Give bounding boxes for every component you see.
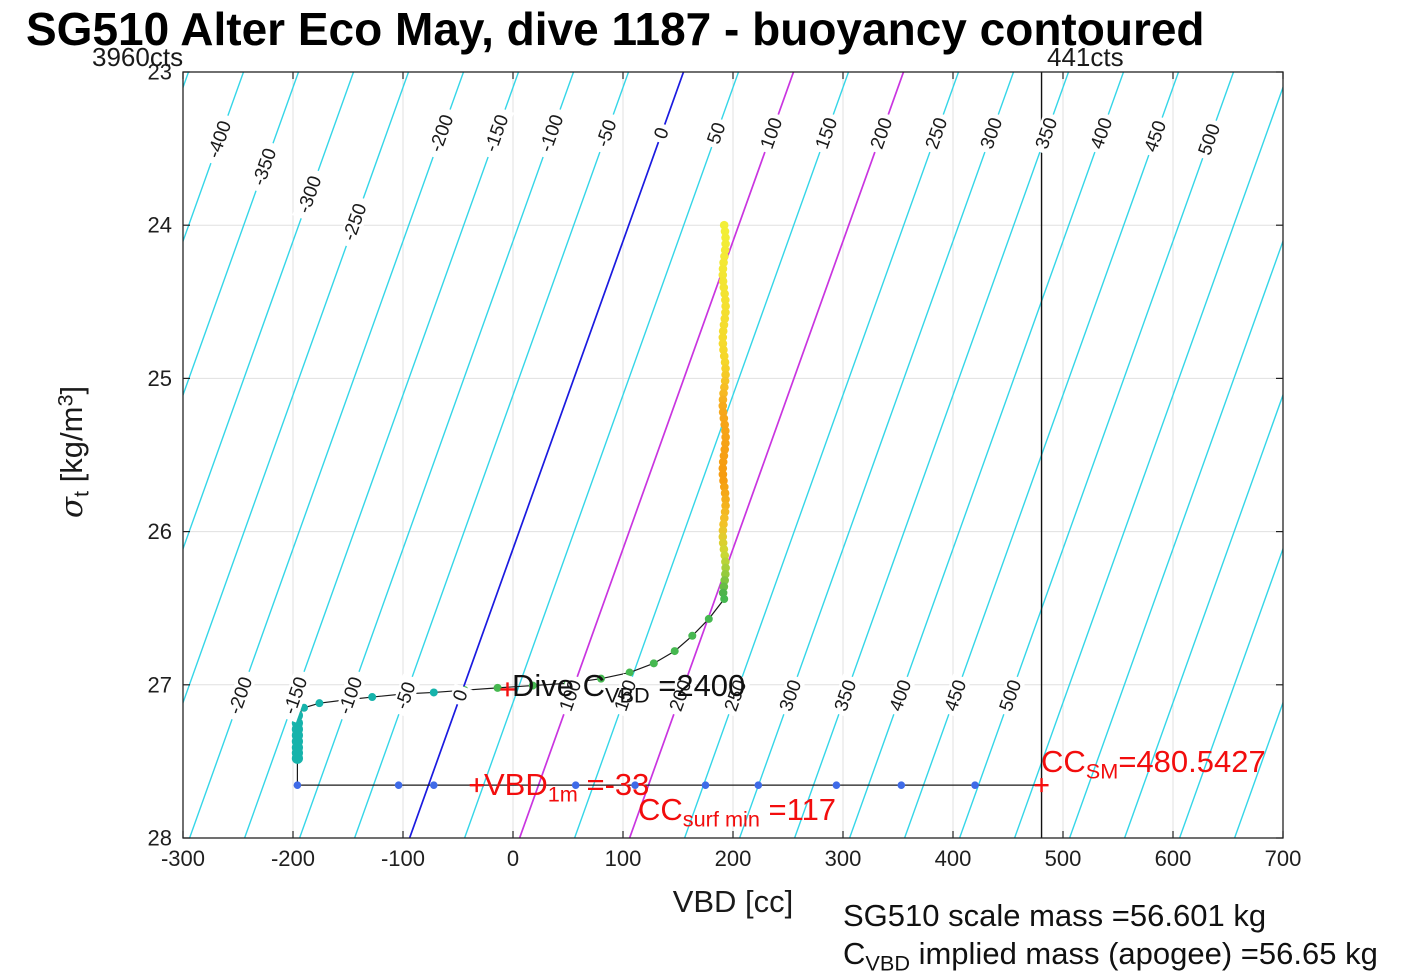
svg-text:-300: -300 [294, 173, 327, 216]
svg-text:350: 350 [831, 677, 861, 714]
svg-text:28: 28 [148, 826, 172, 851]
svg-text:400: 400 [935, 846, 972, 871]
axis-tick-labels: -300 -200 -100 0 100 200 300 400 500 600 700 23 24 25… [148, 60, 1302, 872]
unit-open: [kg/m [54, 406, 89, 491]
unit-close: ] [54, 385, 89, 395]
svg-text:450: 450 [941, 677, 971, 714]
svg-text:24: 24 [148, 213, 172, 238]
svg-text:-100: -100 [536, 112, 569, 155]
svg-text:500: 500 [1045, 846, 1082, 871]
svg-text:400: 400 [886, 677, 916, 714]
contour-labels: -400-350-300-250-200 -150 -100 -50 0 50 100 150… [201, 106, 1225, 723]
svg-text:-200: -200 [225, 674, 258, 717]
axis-ticks [182, 71, 1284, 839]
svg-text:200: 200 [867, 115, 897, 152]
surface-data-points [293, 781, 979, 789]
svg-text:600: 600 [1155, 846, 1192, 871]
chart-title: SG510 Alter Eco May, dive 1187 - buoyanc… [26, 3, 1205, 55]
min-vbd-counts-label: 3960cts [92, 42, 184, 72]
svg-text:-400: -400 [204, 118, 237, 161]
svg-text:-150: -150 [280, 674, 313, 717]
svg-text:-150: -150 [481, 112, 514, 155]
svg-text:26: 26 [148, 519, 172, 544]
svg-text:300: 300 [776, 677, 806, 714]
svg-text:450: 450 [1141, 118, 1171, 155]
svg-text:-200: -200 [426, 112, 459, 155]
svg-text:-300: -300 [161, 846, 205, 871]
svg-text:100: 100 [605, 846, 642, 871]
sigma-symbol: σ [54, 496, 90, 519]
unit-superscript: 3 [52, 394, 78, 407]
svg-text:700: 700 [1265, 846, 1302, 871]
annotation-cc-surf-min: CCsurf min =117 [638, 792, 837, 832]
annotation-vbd-1m: VBD1m =-33 [484, 767, 650, 807]
descent-data-points [291, 595, 729, 764]
svg-text:-200: -200 [271, 846, 315, 871]
svg-text:25: 25 [148, 366, 172, 391]
svg-text:100: 100 [757, 115, 787, 152]
svg-text:300: 300 [977, 115, 1007, 152]
max-vbd-counts-label: 441cts [1047, 42, 1124, 72]
svg-text:200: 200 [715, 846, 752, 871]
figure-window: { "title": "SG510 Alter Eco May, dive 11… [26, 3, 1378, 974]
svg-text:400: 400 [1087, 115, 1117, 152]
svg-text:23: 23 [148, 60, 172, 85]
annotation-cc-sm: CCSM=480.5427 [1041, 744, 1266, 784]
svg-text:-100: -100 [335, 674, 368, 717]
plot-canvas: -400-350-300-250-200 -150 -100 -50 0 50 100 150… [148, 60, 1302, 872]
svg-text:-100: -100 [381, 846, 425, 871]
grid-lines [182, 71, 1284, 839]
x-axis-label: VBD [cc] [672, 884, 794, 919]
svg-text:300: 300 [825, 846, 862, 871]
apogee-data-points [718, 220, 730, 598]
annotation-dive-cvbd: Dive CVBD =2400 [512, 668, 746, 708]
svg-text:500: 500 [996, 677, 1026, 714]
svg-text:27: 27 [148, 672, 172, 697]
svg-text:350: 350 [1032, 115, 1062, 152]
annotation-scale-mass: SG510 scale mass =56.601 kg [843, 898, 1267, 933]
sigma-subscript: t [68, 490, 94, 497]
svg-text:500: 500 [1195, 121, 1225, 158]
svg-text:-250: -250 [339, 201, 372, 244]
contour-lines [183, 72, 1283, 838]
svg-text:-350: -350 [249, 146, 282, 189]
svg-text:0: 0 [507, 846, 519, 871]
svg-text:150: 150 [812, 115, 842, 152]
red-plus-markers [469, 682, 1049, 793]
y-axis-label: σt [kg/m3] [52, 385, 93, 519]
annotation-implied-mass: CVBD implied mass (apogee) =56.65 kg [843, 936, 1378, 976]
svg-text:250: 250 [922, 115, 952, 152]
